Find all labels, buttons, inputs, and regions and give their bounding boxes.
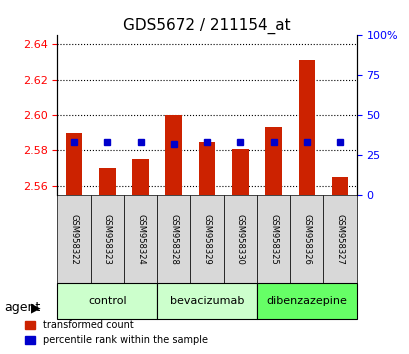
- Bar: [198, 142, 215, 195]
- FancyBboxPatch shape: [124, 195, 157, 283]
- FancyBboxPatch shape: [57, 283, 157, 319]
- Text: ▶: ▶: [31, 302, 40, 314]
- FancyBboxPatch shape: [90, 195, 124, 283]
- Bar: [132, 159, 148, 195]
- Text: GSM958323: GSM958323: [103, 213, 112, 264]
- Text: GSM958328: GSM958328: [169, 213, 178, 264]
- Bar: [231, 149, 248, 195]
- Bar: [165, 115, 182, 195]
- FancyBboxPatch shape: [256, 283, 356, 319]
- FancyBboxPatch shape: [323, 195, 356, 283]
- Text: bevacizumab: bevacizumab: [169, 296, 244, 306]
- Text: GSM958330: GSM958330: [235, 213, 244, 264]
- Bar: [298, 60, 315, 195]
- Legend: transformed count, percentile rank within the sample: transformed count, percentile rank withi…: [21, 316, 211, 349]
- Text: dibenzazepine: dibenzazepine: [266, 296, 346, 306]
- Bar: [331, 177, 348, 195]
- Text: GSM958322: GSM958322: [70, 213, 79, 264]
- FancyBboxPatch shape: [157, 195, 190, 283]
- Text: GSM958327: GSM958327: [335, 213, 344, 264]
- FancyBboxPatch shape: [190, 195, 223, 283]
- Title: GDS5672 / 211154_at: GDS5672 / 211154_at: [123, 18, 290, 34]
- FancyBboxPatch shape: [157, 283, 256, 319]
- FancyBboxPatch shape: [290, 195, 323, 283]
- Text: GSM958329: GSM958329: [202, 213, 211, 264]
- Text: control: control: [88, 296, 126, 306]
- Bar: [265, 127, 281, 195]
- Bar: [65, 133, 82, 195]
- Text: GSM958324: GSM958324: [136, 213, 145, 264]
- FancyBboxPatch shape: [223, 195, 256, 283]
- Text: GSM958325: GSM958325: [268, 213, 277, 264]
- Bar: [99, 168, 115, 195]
- Text: GSM958326: GSM958326: [301, 213, 310, 264]
- Text: agent: agent: [4, 302, 40, 314]
- FancyBboxPatch shape: [256, 195, 290, 283]
- FancyBboxPatch shape: [57, 195, 90, 283]
